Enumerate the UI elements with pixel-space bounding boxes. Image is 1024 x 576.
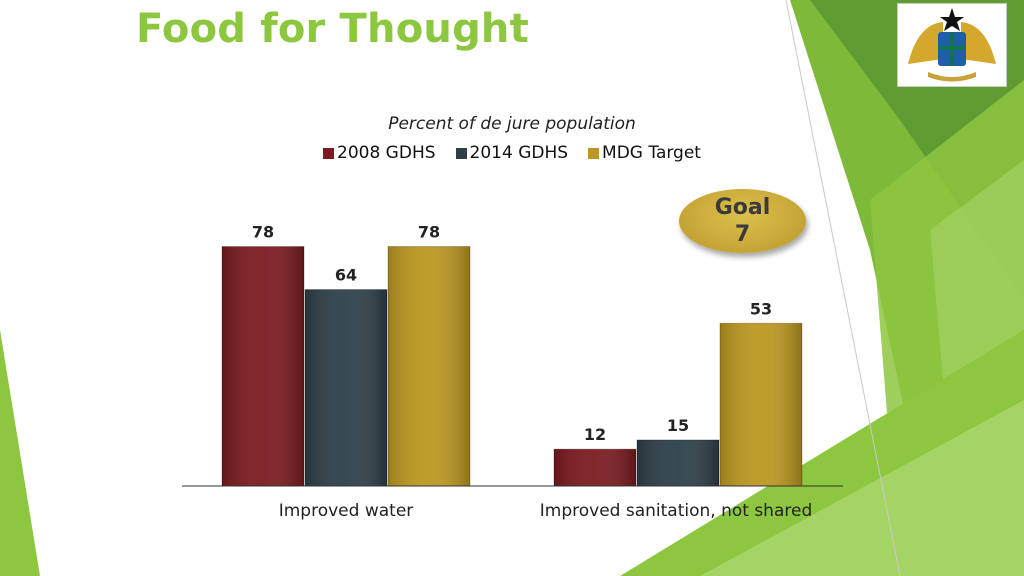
logo-frame xyxy=(897,3,1007,87)
legend-swatch-2014 xyxy=(455,147,467,159)
goal-badge: Goal 7 xyxy=(679,189,806,253)
ghana-coat-of-arms-icon xyxy=(908,8,996,82)
legend-swatch-mdg xyxy=(588,147,600,159)
category-label-1: Improved sanitation, not shared xyxy=(540,501,812,521)
data-label-2014-gdhs-1: 15 xyxy=(667,416,689,435)
legend-swatch-2008 xyxy=(323,147,335,159)
bar-shading-mdg-target-1 xyxy=(720,323,802,486)
bar-shading-2014-gdhs-1 xyxy=(637,439,719,486)
legend-label-2008: 2008 GDHS xyxy=(337,143,436,163)
slide-title: Food for Thought xyxy=(136,6,529,52)
data-label-2008-gdhs-1: 12 xyxy=(584,425,606,444)
data-label-2008-gdhs-0: 78 xyxy=(252,223,274,242)
legend-item-2008: 2008 GDHS xyxy=(323,143,436,163)
bar-shading-2008-gdhs-1 xyxy=(554,449,636,486)
category-label-0: Improved water xyxy=(279,501,414,521)
bar-shading-2014-gdhs-0 xyxy=(305,289,387,486)
data-label-mdg-target-0: 78 xyxy=(418,223,440,242)
legend-label-mdg: MDG Target xyxy=(602,143,701,163)
data-label-mdg-target-1: 53 xyxy=(750,299,772,318)
bar-shading-mdg-target-0 xyxy=(388,246,470,486)
bar-shading-2008-gdhs-0 xyxy=(222,246,304,486)
goal-badge-text: Goal 7 xyxy=(714,195,771,247)
chart-legend: 2008 GDHS 2014 GDHS MDG Target xyxy=(0,143,1024,163)
legend-item-mdg: MDG Target xyxy=(588,143,701,163)
legend-item-2014: 2014 GDHS xyxy=(455,143,569,163)
data-label-2014-gdhs-0: 64 xyxy=(335,266,357,285)
legend-label-2014: 2014 GDHS xyxy=(469,143,569,163)
chart-title: Percent of de jure population xyxy=(388,114,636,134)
